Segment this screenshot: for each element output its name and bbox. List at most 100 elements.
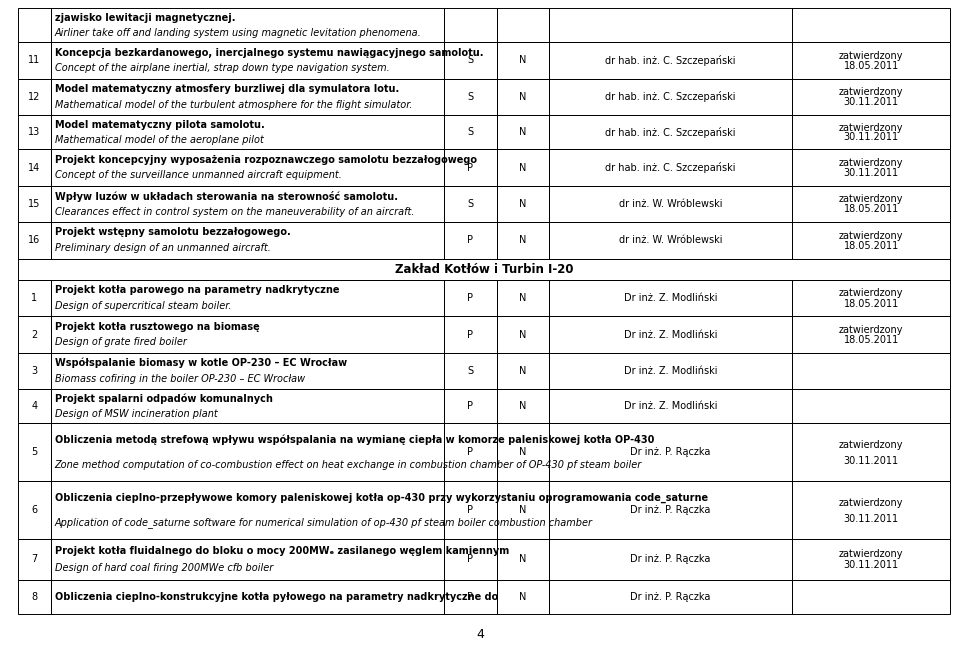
Text: 18.05.2011: 18.05.2011	[844, 241, 899, 251]
Text: Projekt kotła parowego na parametry nadkrytyczne: Projekt kotła parowego na parametry nadk…	[55, 286, 339, 295]
Text: N: N	[519, 330, 526, 339]
Bar	[549, 423, 792, 482]
Bar	[549, 149, 792, 186]
Text: P: P	[468, 592, 473, 602]
Text: 30.11.2011: 30.11.2011	[844, 132, 899, 142]
Text: 18.05.2011: 18.05.2011	[844, 204, 899, 214]
Bar	[51, 79, 444, 115]
Text: 6: 6	[32, 505, 37, 515]
Text: N: N	[519, 127, 526, 137]
Text: zatwierdzony: zatwierdzony	[839, 440, 903, 450]
Bar	[444, 580, 496, 614]
Text: Design of hard coal firing 200MWe cfb boiler: Design of hard coal firing 200MWe cfb bo…	[55, 563, 273, 573]
Text: P: P	[468, 293, 473, 303]
Text: zatwierdzony: zatwierdzony	[839, 324, 903, 335]
Text: N: N	[519, 447, 526, 458]
Text: N: N	[519, 401, 526, 411]
Bar	[444, 8, 496, 42]
Text: Dr inż. Z. Modliński: Dr inż. Z. Modliński	[624, 330, 717, 339]
Text: 3: 3	[32, 366, 37, 376]
Bar	[51, 280, 444, 316]
Text: Obliczenia cieplno-konstrukcyjne kotła pyłowego na parametry nadkrytyczne do: Obliczenia cieplno-konstrukcyjne kotła p…	[55, 592, 498, 602]
Bar	[792, 316, 950, 353]
Text: P: P	[468, 505, 473, 515]
Bar	[792, 580, 950, 614]
Bar	[496, 79, 549, 115]
Text: 8: 8	[32, 592, 37, 602]
Bar	[51, 149, 444, 186]
Text: Zone method computation of co-combustion effect on heat exchange in combustion c: Zone method computation of co-combustion…	[55, 460, 642, 470]
Text: Mathematical model of the aeroplane pilot: Mathematical model of the aeroplane pilo…	[55, 134, 263, 145]
Bar	[444, 539, 496, 580]
Bar	[549, 79, 792, 115]
Bar	[18, 482, 51, 539]
Text: N: N	[519, 554, 526, 565]
Text: P: P	[468, 162, 473, 173]
Text: 1: 1	[32, 293, 37, 303]
Text: 14: 14	[28, 162, 40, 173]
Bar	[496, 115, 549, 149]
Bar	[18, 539, 51, 580]
Text: Concept of the surveillance unmanned aircraft equipment.: Concept of the surveillance unmanned air…	[55, 171, 342, 180]
Bar	[792, 482, 950, 539]
Text: 15: 15	[28, 199, 40, 209]
Text: dr hab. inż. C. Szczepański: dr hab. inż. C. Szczepański	[605, 55, 735, 66]
Text: dr inż. W. Wróblewski: dr inż. W. Wróblewski	[619, 199, 722, 209]
Text: zatwierdzony: zatwierdzony	[839, 51, 903, 61]
Bar	[792, 423, 950, 482]
Text: zatwierdzony: zatwierdzony	[839, 498, 903, 508]
Bar	[792, 539, 950, 580]
Bar	[549, 186, 792, 222]
Text: S: S	[468, 127, 473, 137]
Bar	[18, 186, 51, 222]
Bar	[18, 580, 51, 614]
Bar	[444, 316, 496, 353]
Text: N: N	[519, 505, 526, 515]
Bar	[444, 389, 496, 423]
Text: Dr inż. P. Rączka: Dr inż. P. Rączka	[631, 505, 710, 515]
Bar	[792, 186, 950, 222]
Bar	[51, 482, 444, 539]
Bar	[18, 79, 51, 115]
Text: Application of code_saturne software for numerical simulation of op-430 pf steam: Application of code_saturne software for…	[55, 517, 592, 528]
Text: N: N	[519, 55, 526, 66]
Bar	[18, 353, 51, 389]
Text: 30.11.2011: 30.11.2011	[844, 168, 899, 178]
Bar	[444, 280, 496, 316]
Text: 30.11.2011: 30.11.2011	[844, 561, 899, 570]
Bar	[549, 42, 792, 79]
Bar	[51, 580, 444, 614]
Bar	[496, 42, 549, 79]
Bar	[444, 79, 496, 115]
Bar	[444, 186, 496, 222]
Bar	[549, 482, 792, 539]
Bar	[18, 115, 51, 149]
Text: N: N	[519, 92, 526, 102]
Text: Design of supercritical steam boiler.: Design of supercritical steam boiler.	[55, 301, 231, 311]
Bar	[444, 222, 496, 258]
Bar	[496, 482, 549, 539]
Bar	[444, 353, 496, 389]
Bar	[51, 8, 444, 42]
Text: Dr inż. P. Rączka: Dr inż. P. Rączka	[631, 554, 710, 565]
Bar	[444, 423, 496, 482]
Bar	[549, 8, 792, 42]
Bar	[444, 42, 496, 79]
Bar	[18, 149, 51, 186]
Text: P: P	[468, 554, 473, 565]
Bar	[18, 42, 51, 79]
Text: 11: 11	[28, 55, 40, 66]
Bar	[549, 539, 792, 580]
Bar	[496, 389, 549, 423]
Bar	[792, 389, 950, 423]
Bar	[792, 42, 950, 79]
Bar	[51, 186, 444, 222]
Text: N: N	[519, 366, 526, 376]
Bar	[792, 280, 950, 316]
Text: Biomass cofiring in the boiler OP-230 – EC Wrocław: Biomass cofiring in the boiler OP-230 – …	[55, 374, 304, 384]
Text: Obliczenia metodą strefową wpływu współspalania na wymianę ciepła w komorze pale: Obliczenia metodą strefową wpływu współs…	[55, 435, 654, 445]
Text: Model matematyczny atmosfery burzliwej dla symulatora lotu.: Model matematyczny atmosfery burzliwej d…	[55, 84, 398, 94]
Bar	[18, 8, 51, 42]
Text: Projekt kotła fluidalnego do bloku o mocy 200MWₑ zasilanego węglem kamiennym: Projekt kotła fluidalnego do bloku o moc…	[55, 546, 509, 556]
Bar	[18, 258, 950, 280]
